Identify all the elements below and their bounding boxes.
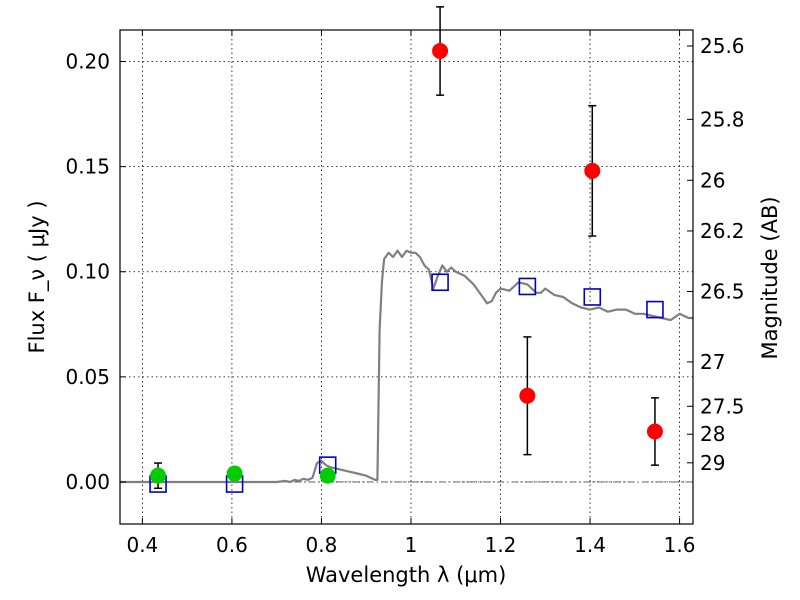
model-photometry-square [583, 288, 602, 306]
data-point [646, 423, 663, 440]
right-tick-label: 26.2 [700, 219, 745, 243]
grid-lines [120, 30, 693, 524]
x-tick-label: 0.8 [306, 533, 338, 557]
right-tick-label: 25.8 [700, 107, 745, 131]
model-photometry-square [518, 277, 537, 296]
right-tick-label: 28 [700, 422, 725, 446]
plot-area [120, 30, 693, 524]
right-axis-ticks: 25.6 25.8 26 26.2 26.5 27 27.5 28 29 [687, 34, 745, 475]
sed-model-curve [120, 249, 693, 484]
x-axis-label: Wavelength λ (μm) [306, 563, 507, 587]
y-axis-ticks: 0.00 0.05 0.10 0.15 0.20 [65, 50, 126, 494]
model-photometry-square [646, 300, 664, 319]
x-tick-label: 0.4 [126, 533, 158, 557]
data-point [226, 465, 243, 482]
right-tick-label: 27.5 [700, 394, 745, 418]
right-tick-label: 26.5 [700, 280, 745, 304]
y-tick-label: 0.15 [65, 155, 110, 179]
data-point [432, 43, 449, 60]
data-point [584, 162, 601, 179]
y-tick-label: 0.20 [65, 50, 110, 74]
right-axis-label: Magnitude (AB) [758, 196, 782, 359]
y-tick-label: 0.05 [65, 365, 110, 389]
right-tick-label: 29 [700, 451, 725, 475]
x-axis-ticks: 0.4 0.6 0.8 1 1.2 1.4 1.6 [126, 30, 695, 557]
y-axis-label: Flux F_ν ( μJy ) [25, 200, 50, 353]
right-tick-label: 25.6 [700, 34, 745, 58]
model-photometry-square [431, 273, 449, 292]
data-point [319, 467, 336, 484]
plot-frame [119, 29, 694, 525]
x-tick-label: 1.2 [485, 533, 517, 557]
right-tick-label: 26 [700, 168, 725, 192]
x-tick-label: 1.4 [574, 533, 606, 557]
data-point [519, 387, 536, 404]
right-tick-label: 27 [700, 350, 725, 374]
y-tick-label: 0.00 [65, 470, 110, 494]
y-tick-label: 0.10 [65, 260, 110, 284]
series-layer [120, 6, 693, 493]
data-point [150, 467, 167, 484]
x-tick-label: 1 [405, 533, 418, 557]
x-tick-label: 0.6 [216, 533, 248, 557]
x-tick-label: 1.6 [664, 533, 696, 557]
